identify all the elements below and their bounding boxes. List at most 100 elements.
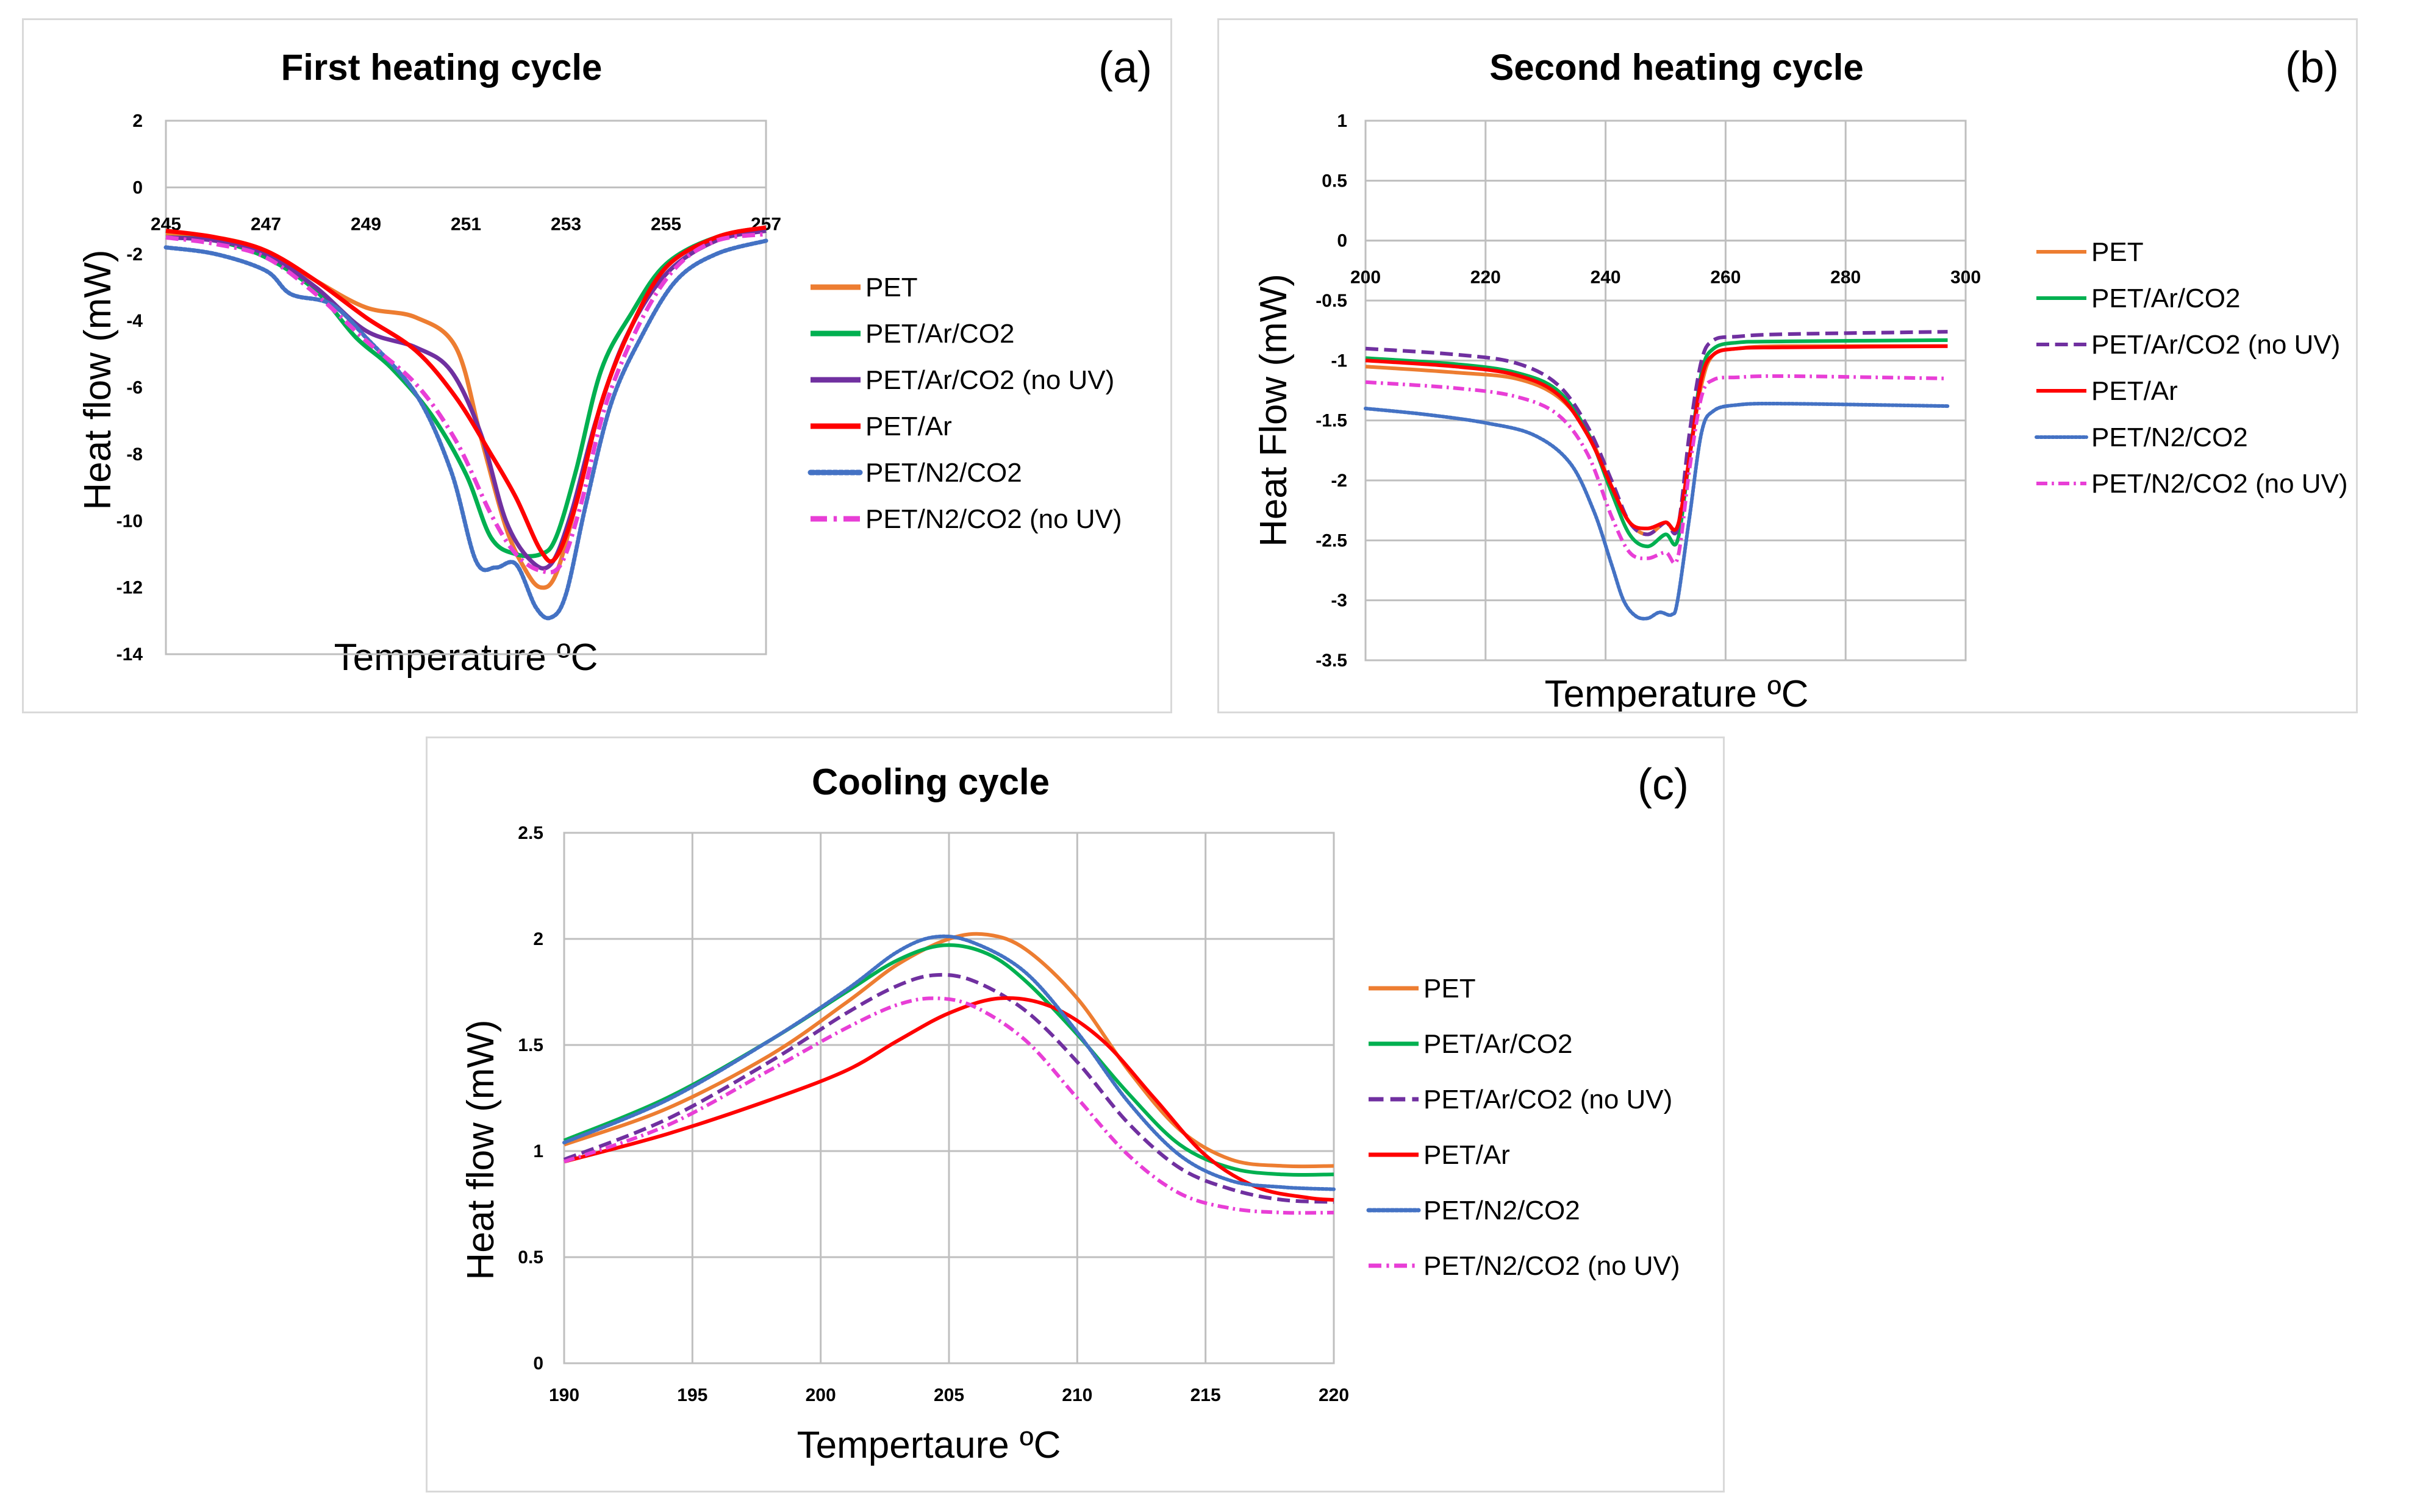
series-line-pet-n2-co2-no-uv [564,996,1334,1215]
chart-title: Second heating cycle [1489,47,1864,88]
legend-label: PET [865,273,918,302]
legend-label: PET/Ar [1423,1140,1510,1170]
x-tick-label: 210 [1062,1385,1092,1405]
y-tick-label: -2 [126,244,143,265]
x-tick-label: 200 [1350,268,1381,288]
x-axis-title: Temperature ºC [1545,673,1809,711]
plot-area: 1 0.5 0 -0.5 -1 -1.5 -2 -2.5 -3 -3.5 200 220 240 260 2… [1316,111,1981,671]
x-tick-label: 220 [1470,268,1501,288]
y-tick-label: -3.5 [1316,651,1347,671]
legend-label: PET/Ar [865,412,952,441]
series-line-pet-ar-co2 [1365,338,1948,549]
panel-label: (a) [1098,43,1152,92]
legend-label: PET [1423,974,1476,1004]
x-tick-label: 300 [1950,268,1981,288]
x-tick-label: 190 [549,1385,579,1405]
x-tick-label: 249 [351,214,381,234]
y-tick-label: -14 [116,644,143,665]
chart-title: Cooling cycle [812,761,1050,802]
legend-label: PET/N2/CO2 [1423,1196,1580,1225]
chart-cooling: Cooling cycle (c) Tempertaure ºC Heat fl… [460,760,1689,1466]
legend-label: PET/N2/CO2 [865,458,1022,488]
panel-label: (c) [1638,760,1689,809]
legend: PET PET/Ar/CO2 PET/Ar/CO2 (no UV) PET/Ar PET… [2035,237,2348,499]
series-line-pet-n2-co2-no-uv [1365,374,1948,565]
x-axis-title: Temperature ºC [334,637,598,679]
series-line-pet-ar-co2 [165,229,767,558]
plot-area: 2.5 2 1.5 1 0.5 0 190 195 200 205 210 215 220 [518,823,1349,1405]
x-tick-label: 280 [1830,268,1861,288]
chart-first-heating: First heating cycle (a) Temperature ºC H… [77,43,1152,679]
chart-title: First heating cycle [281,47,603,88]
y-tick-label: 0 [533,1353,543,1374]
legend: PET PET/Ar/CO2 PET/Ar/CO2 (no UV) PET/Ar PET… [1366,974,1680,1281]
legend-label: PET/Ar/CO2 (no UV) [2091,330,2340,360]
legend-label: PET/Ar/CO2 [1423,1029,1573,1059]
y-tick-label: 2.5 [518,823,543,843]
legend-label: PET/N2/CO2 (no UV) [2091,469,2348,499]
legend-label: PET/N2/CO2 (no UV) [1423,1251,1680,1281]
x-tick-label: 253 [551,214,581,234]
legend-label: PET/Ar/CO2 [2091,284,2241,313]
y-tick-label: 0.5 [518,1247,543,1268]
x-tick-label: 260 [1710,268,1741,288]
y-tick-label: 1.5 [518,1035,543,1055]
x-tick-label: 195 [677,1385,707,1405]
x-tick-label: 247 [251,214,281,234]
y-axis-title: Heat Flow (mW) [1253,274,1295,547]
series-line-pet-ar [1365,344,1948,532]
x-tick-label: 205 [934,1385,964,1405]
legend-label: PET/Ar [2091,376,2178,406]
y-axis-title: Heat flow (mW) [460,1019,502,1280]
series-line-pet-ar-co2-no-uv [563,972,1334,1204]
legend-label: PET/Ar/CO2 (no UV) [865,365,1114,395]
x-tick-label: 240 [1591,268,1621,288]
y-tick-label: 1 [533,1141,543,1161]
legend-label: PET/Ar/CO2 [865,319,1015,349]
x-axis-title: Tempertaure ºC [797,1424,1061,1466]
y-tick-label: 0 [1337,231,1347,251]
y-tick-label: 2 [132,111,143,131]
series-line-pet-n2-co2-no-uv [165,232,767,575]
y-axis-title: Heat flow (mW) [77,249,119,510]
series-line-pet-ar [564,996,1334,1202]
plot-frame [563,832,1335,1364]
series-line-pet-n2-co2 [562,934,1336,1191]
legend-label: PET/N2/CO2 [2091,423,2248,452]
y-tick-label: -12 [116,578,143,598]
y-tick-label: -4 [126,311,143,331]
y-tick-label: 0 [132,177,143,198]
x-tick-label: 220 [1319,1385,1349,1405]
y-tick-label: -0.5 [1316,291,1347,311]
legend-label: PET [2091,237,2144,267]
y-tick-label: -10 [116,511,143,531]
series-line-pet [1365,344,1948,537]
panel-first-heating: First heating cycle (a) Temperature ºC H… [22,18,1172,713]
plot-frame [1364,119,1967,661]
legend-label: PET/N2/CO2 (no UV) [865,504,1122,534]
panel-cooling: Cooling cycle (c) Tempertaure ºC Heat fl… [426,736,1725,1492]
y-tick-label: -2 [1331,471,1347,491]
y-tick-label: -1.5 [1316,411,1347,431]
chart-second-heating: Second heating cycle (b) Temperature ºC … [1253,43,2348,715]
y-tick-label: 0.5 [1322,171,1347,191]
legend: PET PET/Ar/CO2 PET/Ar/CO2 (no UV) PET/Ar PET… [807,273,1122,534]
y-tick-label: -8 [126,444,143,465]
y-tick-label: -3 [1331,591,1347,611]
x-tick-label: 200 [806,1385,836,1405]
x-tick-label: 251 [451,214,481,234]
y-tick-label: -2.5 [1316,530,1347,551]
panel-second-heating: Second heating cycle (b) Temperature ºC … [1217,18,2358,715]
panel-label: (b) [2285,43,2339,92]
y-tick-label: -6 [126,378,143,398]
series-line-pet-n2-co2 [1364,402,1950,621]
y-tick-label: 1 [1337,111,1347,131]
legend-label: PET/Ar/CO2 (no UV) [1423,1085,1672,1114]
y-tick-label: -1 [1331,351,1347,371]
series-line-pet [564,932,1334,1169]
series-line-pet-ar [165,225,767,564]
x-tick-label: 255 [651,214,681,234]
series-line-pet-n2-co2 [163,238,768,621]
y-tick-label: 2 [533,929,543,949]
